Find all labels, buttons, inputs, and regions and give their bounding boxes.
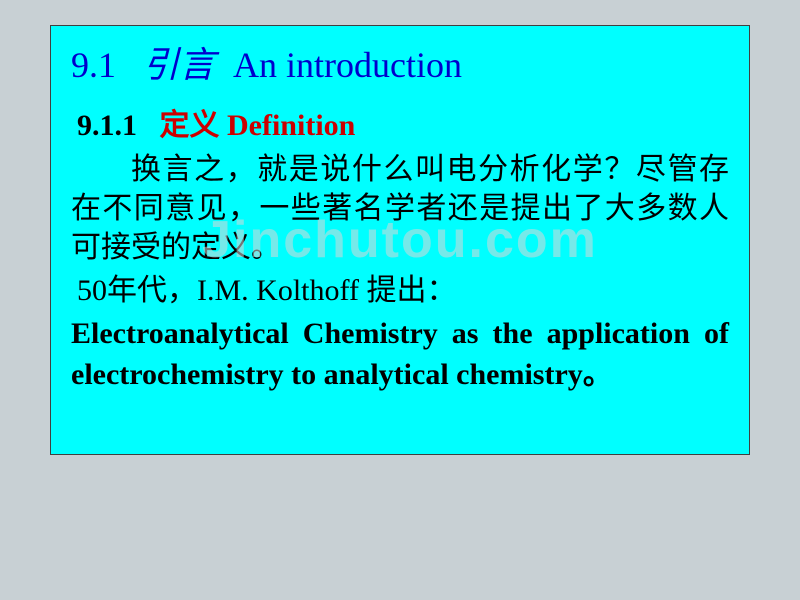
subtitle-number: 9.1.1	[77, 109, 137, 142]
subtitle-en: Definition	[227, 109, 355, 142]
paragraph-2: 50年代，I.M. Kolthoff 提出：	[71, 271, 729, 310]
paragraph-1: 换言之，就是说什么叫电分析化学？尽管存在不同意见，一些著名学者还是提出了大多数人…	[71, 150, 729, 267]
slide-title: 9.1 引言 An introduction	[71, 36, 729, 88]
slide: 9.1 引言 An introduction 9.1.1 定义 Definiti…	[0, 0, 800, 600]
content-box: 9.1 引言 An introduction 9.1.1 定义 Definiti…	[50, 25, 750, 455]
para2-prefix: 50年代，	[77, 274, 197, 307]
paragraph-3: Electroanalytical Chemistry as the appli…	[71, 314, 729, 395]
title-zh: 引言	[143, 45, 215, 85]
title-number: 9.1	[71, 45, 116, 85]
para2-author: I.M. Kolthoff	[197, 274, 359, 307]
title-en: An introduction	[233, 45, 462, 85]
slide-subtitle: 9.1.1 定义 Definition	[71, 100, 729, 144]
subtitle-zh: 定义	[160, 109, 220, 142]
para2-suffix: 提出：	[359, 274, 457, 307]
